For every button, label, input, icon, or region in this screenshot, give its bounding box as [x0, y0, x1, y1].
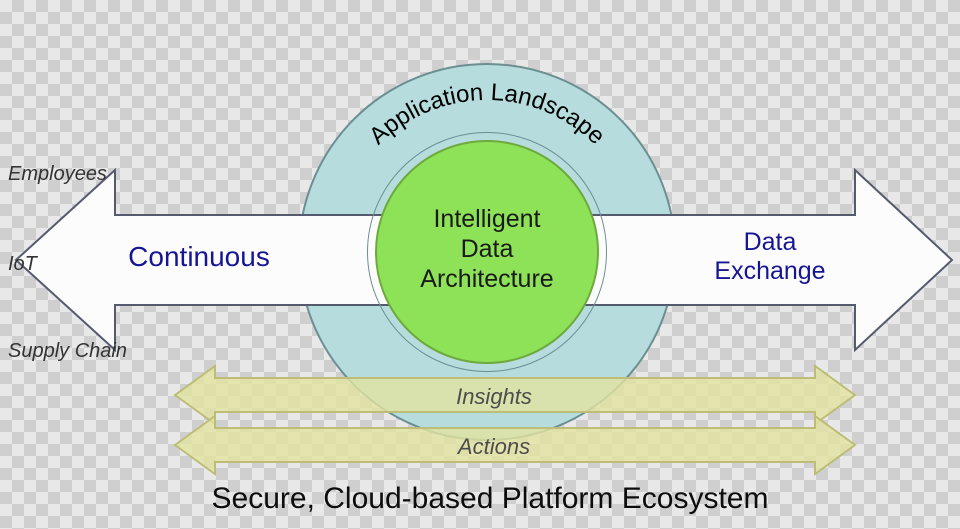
- side-label-1: IoT: [8, 253, 37, 276]
- footer-text: Secure, Cloud-based Platform Ecosystem: [140, 482, 840, 516]
- side-label-2: Supply Chain: [8, 340, 127, 363]
- main-arrow-right-line2: Exchange: [714, 257, 825, 285]
- diagram-canvas: Application Landscape Intelligent Data A…: [0, 0, 960, 529]
- main-arrow-right-line1: Data: [744, 228, 797, 256]
- footer-text-span: Secure, Cloud-based Platform Ecosystem: [212, 482, 769, 515]
- center-line1: Intelligent: [433, 205, 540, 233]
- center-line2: Data: [461, 235, 514, 263]
- yellow-arrow-label-1: Actions: [414, 434, 574, 460]
- yellow-arrow-label-0: Insights: [414, 384, 574, 410]
- main-arrow-right-label: Data Exchange: [680, 228, 860, 286]
- center-label: Intelligent Data Architecture: [377, 204, 597, 294]
- center-line3: Architecture: [420, 265, 553, 293]
- side-label-0: Employees: [8, 163, 107, 186]
- main-arrow-left-text: Continuous: [128, 241, 270, 272]
- main-arrow-left-label: Continuous: [99, 241, 299, 273]
